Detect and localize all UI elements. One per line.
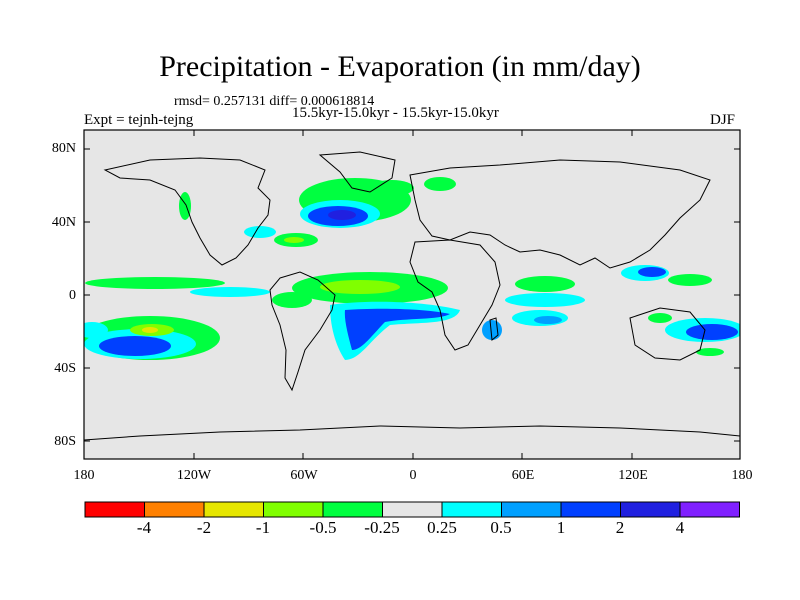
contour-wpac-green bbox=[668, 274, 712, 286]
coast-south-america bbox=[269, 271, 336, 392]
lat-tick-40s: 40S bbox=[54, 361, 76, 376]
tick-marks bbox=[84, 130, 740, 459]
lon-tick-60w: 60W bbox=[290, 468, 318, 483]
colorbar-label-0: -4 bbox=[136, 518, 152, 537]
contour-sw-pac-cyan bbox=[84, 322, 108, 338]
coast-antarctica bbox=[84, 425, 740, 441]
colorbar-label-3: -0.5 bbox=[309, 518, 337, 537]
colorbar bbox=[84, 501, 740, 518]
contour-phil-blue bbox=[638, 267, 666, 277]
coast-north-america bbox=[103, 157, 271, 266]
coastlines bbox=[84, 151, 740, 441]
contour-pac-nw-green bbox=[179, 192, 191, 220]
colorbar-label-8: 2 bbox=[615, 518, 625, 537]
colorbar-box-1 bbox=[144, 501, 205, 518]
contour-trop-pacific-cyan bbox=[190, 287, 270, 297]
lon-tick-120w: 120W bbox=[176, 468, 212, 483]
contour-us-yellow bbox=[284, 237, 304, 243]
colorbar-label-2: -1 bbox=[255, 518, 271, 537]
colorbar-box-5 bbox=[382, 501, 443, 518]
contour-s-pac-blue bbox=[99, 336, 171, 356]
lat-tick-40n: 40N bbox=[51, 215, 76, 230]
contour-n-atlantic-darkblue bbox=[328, 210, 356, 220]
season-label: DJF bbox=[710, 112, 736, 128]
colorbar-box-9 bbox=[620, 501, 681, 518]
contour-greenland-green bbox=[370, 180, 414, 196]
colorbar-box-8 bbox=[560, 501, 621, 518]
contour-ind-south-blue bbox=[534, 316, 562, 324]
lon-tick-180e: 180 bbox=[731, 468, 753, 483]
contour-scand-green bbox=[424, 177, 456, 191]
lat-tick-80s: 80S bbox=[54, 434, 76, 449]
colorbar-box-3 bbox=[263, 501, 324, 518]
colorbar-label-1: -2 bbox=[196, 518, 212, 537]
contour-ind-green bbox=[515, 276, 575, 292]
colorbar-label-7: 1 bbox=[556, 518, 566, 537]
contour-aus-green bbox=[648, 313, 672, 323]
stats-text: rmsd= 0.257131 diff= 0.000618814 bbox=[174, 94, 375, 109]
contour-trop-pacific-green bbox=[85, 277, 225, 289]
coast-australia bbox=[629, 307, 706, 361]
lon-tick-0: 0 bbox=[409, 468, 417, 483]
contour-tasman-green bbox=[696, 348, 724, 356]
period-text: 15.5kyr-15.0kyr - 15.5kyr-15.0kyr bbox=[292, 105, 499, 121]
map-title: Precipitation - Evaporation (in mm/day) bbox=[159, 50, 641, 83]
colorbar-label-5: 0.25 bbox=[427, 518, 457, 537]
lat-tick-0: 0 bbox=[69, 288, 76, 303]
contour-labrador-cyan bbox=[244, 226, 276, 238]
colorbar-box-0 bbox=[84, 501, 145, 518]
contour-s-atlantic-blue bbox=[344, 308, 450, 350]
coast-africa bbox=[409, 239, 501, 351]
contour-fills bbox=[84, 177, 740, 360]
colorbar-box-7 bbox=[501, 501, 562, 518]
lat-tick-80n: 80N bbox=[51, 141, 76, 156]
contour-s-pac-orange bbox=[142, 327, 158, 333]
contour-spcz-blue bbox=[686, 324, 738, 340]
colorbar-box-10 bbox=[679, 501, 740, 518]
contour-amazon-green bbox=[272, 292, 312, 308]
colorbar-label-9: 4 bbox=[675, 518, 685, 537]
colorbar-box-6 bbox=[441, 501, 502, 518]
lon-tick-60e: 60E bbox=[511, 468, 535, 483]
lon-tick-120e: 120E bbox=[618, 468, 648, 483]
colorbar-label-6: 0.5 bbox=[490, 518, 512, 537]
coast-madagascar bbox=[489, 317, 499, 341]
lon-tick-180w: 180 bbox=[73, 468, 95, 483]
contour-ind-cyan bbox=[505, 293, 585, 307]
experiment-label: Expt = tejnh-tejng bbox=[84, 112, 194, 128]
colorbar-box-2 bbox=[203, 501, 264, 518]
colorbar-label-4: -0.25 bbox=[364, 518, 400, 537]
coast-greenland bbox=[318, 151, 396, 193]
colorbar-box-4 bbox=[322, 501, 383, 518]
contour-trop-atlantic-yellow bbox=[320, 280, 400, 294]
coast-eurasia bbox=[409, 159, 711, 269]
